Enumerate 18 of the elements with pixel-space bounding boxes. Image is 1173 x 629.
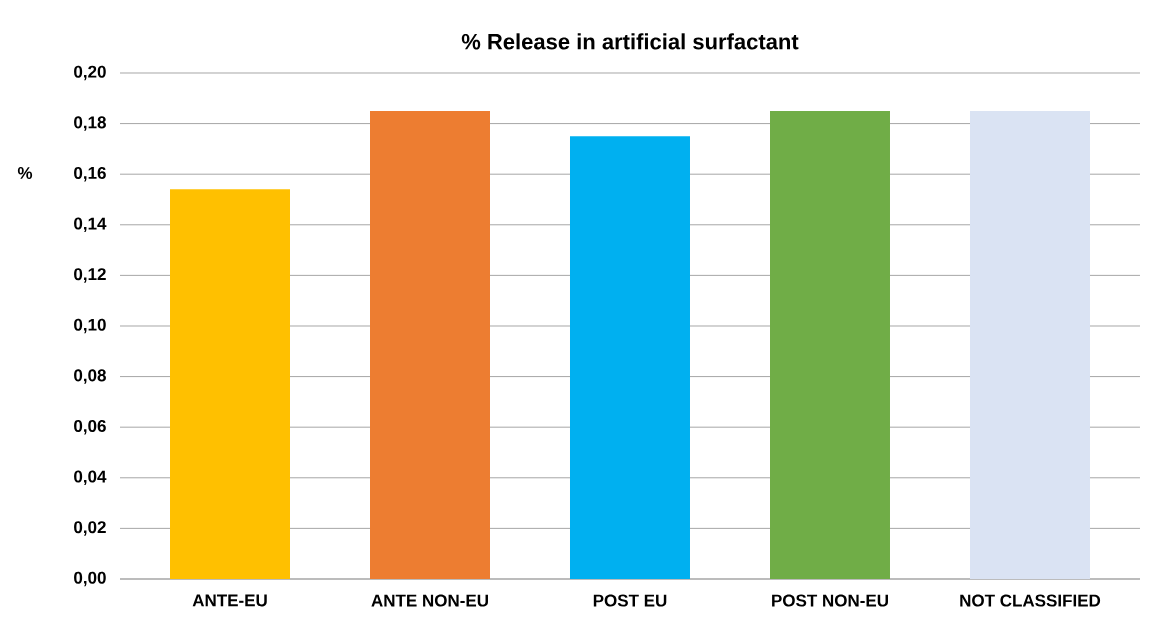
y-tick-label: 0,16 — [74, 166, 106, 182]
y-tick-label: 0,04 — [74, 470, 107, 486]
x-tick-label: ANTE-EU — [192, 594, 267, 607]
y-axis-title: % — [17, 167, 33, 179]
y-tick-label: 0,12 — [74, 268, 106, 283]
y-tick-label: 0,02 — [74, 521, 106, 536]
x-tick-label: ANTE NON-EU — [371, 594, 488, 607]
y-tick-label: 0,08 — [74, 369, 106, 384]
x-tick-label: NOT CLASSIFIED — [960, 594, 1101, 607]
y-tick-label: 0,18 — [74, 116, 106, 131]
y-tick-label: 0,14 — [74, 217, 107, 233]
y-tick-label: 0,10 — [74, 318, 106, 334]
x-tick-label: POST NON-EU — [772, 594, 888, 607]
y-tick-label: 0,00 — [74, 571, 106, 587]
x-tick-label: POST EU — [593, 594, 667, 607]
y-tick-label: 0,06 — [74, 419, 106, 435]
y-tick-label: 0,20 — [74, 65, 106, 81]
chart-title: % Release in artificial surfactant — [461, 33, 799, 50]
